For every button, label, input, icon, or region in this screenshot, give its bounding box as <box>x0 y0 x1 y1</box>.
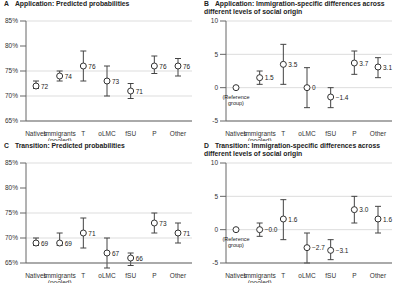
svg-text:3.0: 3.0 <box>359 206 368 213</box>
html-text:B: B <box>204 0 209 7</box>
svg-text:1.6: 1.6 <box>288 215 297 222</box>
svg-text:66: 66 <box>136 254 144 261</box>
svg-text:85%: 85% <box>8 159 18 166</box>
svg-text:(Referencegroup): (Referencegroup) <box>222 235 249 248</box>
svg-text:74: 74 <box>65 73 73 80</box>
html-text:Application: Immigration-speci: Application: Immigration-specific differ… <box>204 0 385 15</box>
svg-text:75%: 75% <box>8 209 18 216</box>
svg-text:3.5: 3.5 <box>288 61 297 68</box>
svg-text:fSU: fSU <box>325 130 336 137</box>
svg-text:65%: 65% <box>8 259 18 266</box>
svg-text:Natives: Natives <box>25 130 47 137</box>
svg-text:1.5: 1.5 <box>265 74 274 81</box>
svg-text:0: 0 <box>214 225 218 232</box>
svg-text:P: P <box>152 272 156 279</box>
svg-text:-5: -5 <box>212 259 218 266</box>
svg-text:75%: 75% <box>8 67 18 74</box>
svg-text:fSU: fSU <box>125 272 136 279</box>
svg-text:69: 69 <box>41 239 49 246</box>
svg-text:T: T <box>81 272 85 279</box>
svg-text:−0.0: −0.0 <box>265 226 278 233</box>
html-text:C: C <box>4 141 9 149</box>
html-text:D: D <box>204 141 209 149</box>
svg-text:Other: Other <box>170 272 187 279</box>
svg-text:(Referencegroup): (Referencegroup) <box>222 94 249 107</box>
svg-text:Other: Other <box>170 130 187 137</box>
html-text:Transition: Immigration-specif: Transition: Immigration-specific differe… <box>204 141 380 157</box>
svg-text:P: P <box>152 130 156 137</box>
svg-text:1.6: 1.6 <box>383 215 392 222</box>
svg-text:−2.7: −2.7 <box>312 244 325 251</box>
html-text:Transition: Predicted probabil: Transition: Predicted probabilities <box>14 141 125 149</box>
svg-text:72: 72 <box>41 83 49 90</box>
svg-text:−3.1: −3.1 <box>336 246 349 253</box>
svg-text:5: 5 <box>214 51 218 58</box>
svg-text:Natives: Natives <box>225 271 247 279</box>
svg-text:80%: 80% <box>8 184 18 191</box>
svg-text:69: 69 <box>65 239 73 246</box>
svg-text:70%: 70% <box>8 234 18 241</box>
svg-text:5: 5 <box>214 192 218 199</box>
svg-text:fSU: fSU <box>325 272 336 279</box>
svg-text:80%: 80% <box>8 42 18 49</box>
svg-text:T: T <box>81 130 85 137</box>
svg-text:10: 10 <box>211 17 219 24</box>
svg-text:3.1: 3.1 <box>383 64 392 71</box>
svg-text:oLMC: oLMC <box>298 130 316 137</box>
svg-text:76: 76 <box>159 63 167 70</box>
svg-text:T: T <box>281 130 285 137</box>
svg-text:P: P <box>352 130 356 137</box>
svg-text:Immigrants(pooled): Immigrants(pooled) <box>244 130 277 141</box>
svg-text:10: 10 <box>211 159 219 166</box>
svg-text:oLMC: oLMC <box>298 272 316 279</box>
html-text:A: A <box>4 0 9 7</box>
svg-text:76: 76 <box>88 63 96 70</box>
svg-text:Immigrants(pooled): Immigrants(pooled) <box>44 130 77 141</box>
svg-text:Natives: Natives <box>25 271 47 279</box>
svg-text:76: 76 <box>183 63 191 70</box>
svg-text:−1.4: −1.4 <box>336 94 349 101</box>
svg-text:71: 71 <box>183 229 191 236</box>
svg-text:fSU: fSU <box>125 130 136 137</box>
svg-text:Other: Other <box>370 272 387 279</box>
svg-text:Immigrants(pooled): Immigrants(pooled) <box>244 272 277 283</box>
svg-text:85%: 85% <box>8 17 18 24</box>
svg-text:Immigrants(pooled): Immigrants(pooled) <box>44 272 77 283</box>
svg-text:0: 0 <box>214 84 218 91</box>
svg-text:-5: -5 <box>212 117 218 124</box>
svg-text:Natives: Natives <box>225 130 247 137</box>
svg-text:67: 67 <box>112 249 120 256</box>
svg-text:T: T <box>281 272 285 279</box>
svg-text:P: P <box>352 272 356 279</box>
svg-text:73: 73 <box>112 78 120 85</box>
svg-text:0: 0 <box>312 84 316 91</box>
svg-text:oLMC: oLMC <box>98 130 116 137</box>
svg-text:71: 71 <box>136 88 144 95</box>
svg-text:3.7: 3.7 <box>359 60 368 67</box>
svg-text:oLMC: oLMC <box>98 272 116 279</box>
svg-text:71: 71 <box>88 229 96 236</box>
svg-text:70%: 70% <box>8 92 18 99</box>
svg-text:65%: 65% <box>8 117 18 124</box>
svg-text:Other: Other <box>370 130 387 137</box>
html-text:Application: Predicted probabi: Application: Predicted probabilities <box>14 0 130 7</box>
svg-text:73: 73 <box>159 219 167 226</box>
